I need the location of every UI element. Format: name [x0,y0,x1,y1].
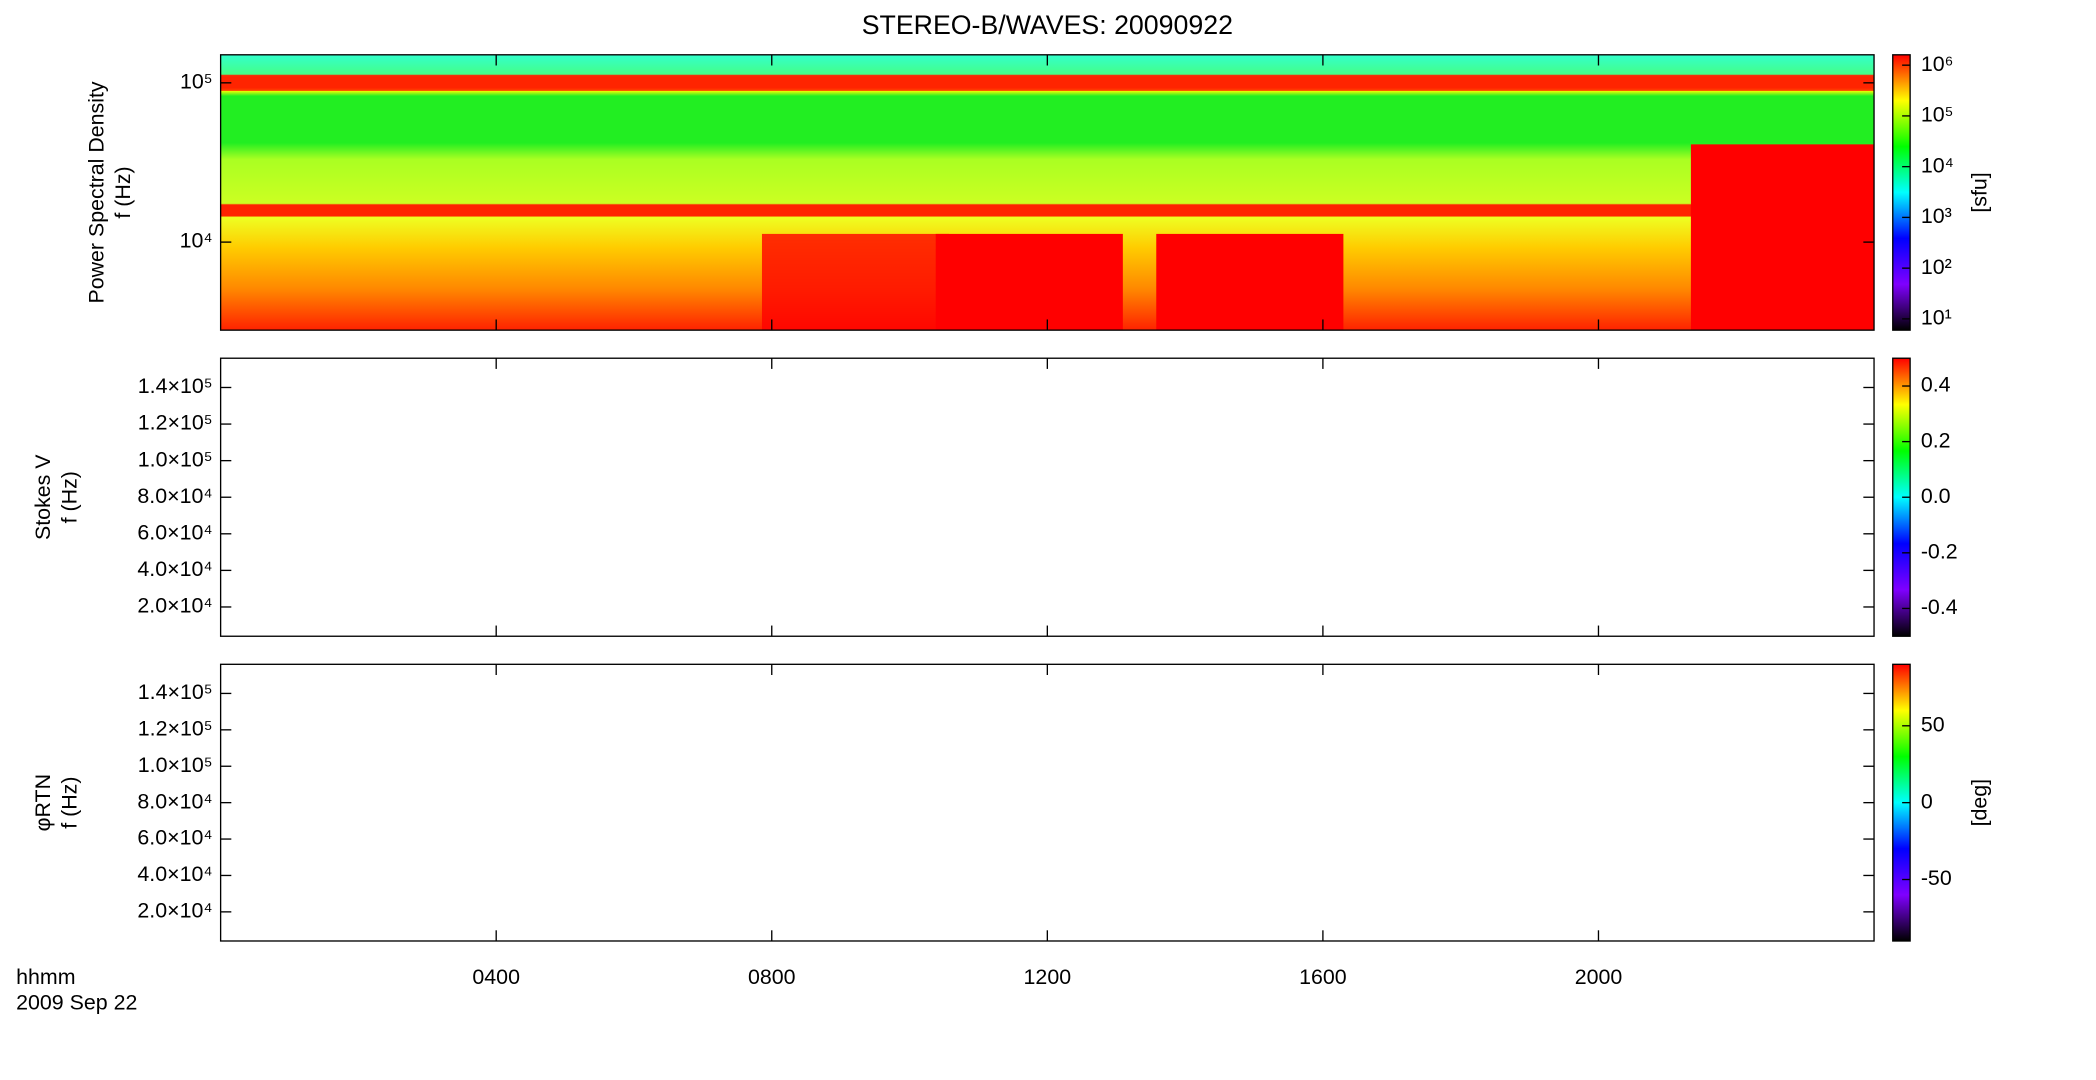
spectrogram [220,54,1875,331]
colorbar-tick-label: -50 [1921,866,1952,890]
colorbar-label: [deg] [1968,779,1992,827]
plot-frame [219,663,1875,942]
y-tick-label: 1.4×10⁵ [138,680,213,704]
y-axis-label: f (Hz) [111,166,135,218]
y-axis-label: φRTN [31,774,55,831]
colorbar-tick-label: -0.4 [1921,595,1958,619]
chart-title: STEREO-B/WAVES: 20090922 [862,10,1233,40]
x-axis-label: hhmm [16,965,75,989]
colorbar-tick-label: 10³ [1921,204,1952,228]
colorbar-tick-label: 10¹ [1921,306,1952,330]
colorbar-tick-label: 10⁶ [1921,52,1954,76]
y-tick-label: 8.0×10⁴ [137,789,212,813]
y-tick-label: 6.0×10⁴ [137,520,212,544]
y-axis-label: Stokes V [31,454,55,540]
y-tick-label: 6.0×10⁴ [137,826,212,850]
y-tick-label: 4.0×10⁴ [137,557,212,581]
y-axis-label: Power Spectral Density [84,81,108,303]
colorbar-tick-label: 0 [1921,789,1933,813]
colorbar-tick-label: 0.4 [1921,373,1951,397]
colorbar-tick-label: 10⁵ [1921,103,1954,127]
date-label: 2009 Sep 22 [16,990,137,1014]
colorbar-label: [sfu] [1968,172,1992,212]
colorbar-tick-label: 0.0 [1921,484,1951,508]
y-tick-label: 1.0×10⁵ [138,753,213,777]
y-tick-label: 1.2×10⁵ [138,411,213,435]
colorbar-tick-label: 0.2 [1921,428,1951,452]
colorbar-tick-label: 10⁴ [1921,153,1954,177]
x-tick-label: 1600 [1299,965,1347,989]
y-tick-label: 4.0×10⁴ [137,862,212,886]
x-tick-label: 0800 [748,965,796,989]
colorbar-tick-label: 10² [1921,255,1952,279]
y-axis-label: f (Hz) [58,471,82,523]
colorbar-tick-label: -0.2 [1921,539,1958,563]
plot-frame [219,357,1875,637]
colorbar-tick-label: 50 [1921,712,1945,736]
y-tick-label: 10⁵ [180,69,213,93]
x-tick-label: 0400 [472,965,520,989]
y-tick-label: 1.0×10⁵ [138,447,213,471]
y-tick-label: 8.0×10⁴ [137,484,212,508]
y-axis-label: f (Hz) [58,777,82,829]
x-tick-label: 1200 [1024,965,1072,989]
y-tick-label: 1.4×10⁵ [138,374,213,398]
y-tick-label: 2.0×10⁴ [137,594,212,618]
y-tick-label: 1.2×10⁵ [138,716,213,740]
x-tick-label: 2000 [1575,965,1623,989]
y-tick-label: 2.0×10⁴ [137,899,212,923]
colorbar [1892,54,1911,331]
y-tick-label: 10⁴ [180,229,213,253]
